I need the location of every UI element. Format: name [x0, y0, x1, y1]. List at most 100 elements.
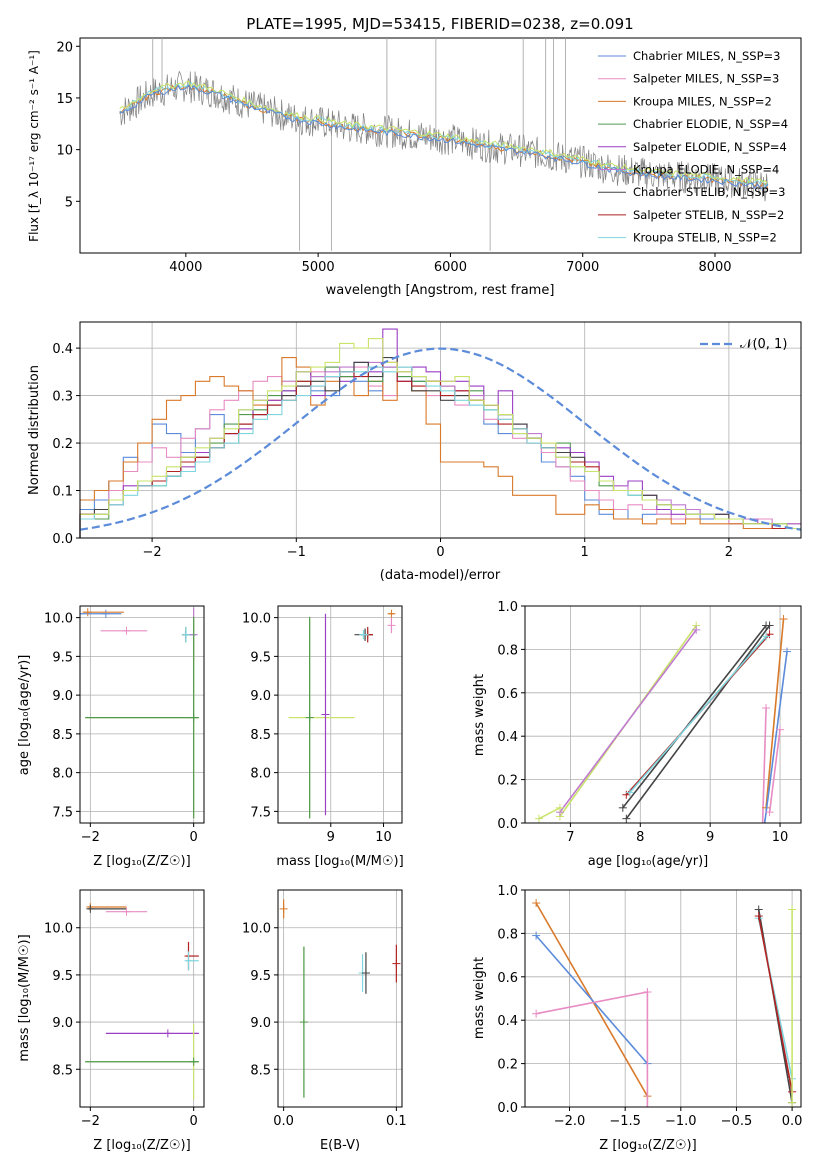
legend-label: Kroupa MILES, N_SSP=2 — [633, 94, 772, 108]
histogram-ylabel: Normed distribution — [27, 365, 42, 495]
y-tick-label: 0.4 — [52, 342, 73, 357]
mZ-xlabel: Z [log₁₀(Z/Z☉)] — [93, 1138, 190, 1153]
x-tick-label: 6000 — [434, 260, 467, 275]
y-tick-label: 0.3 — [52, 390, 73, 405]
y-tick-label: 9.0 — [250, 689, 271, 704]
x-tick-label: 5000 — [302, 260, 335, 275]
wAge-ylabel: mass weight — [472, 674, 487, 756]
y-tick-label: 7.5 — [52, 805, 73, 820]
x-tick-label: −0.5 — [721, 1114, 753, 1129]
legend-label: Salpeter STELIB, N_SSP=2 — [633, 208, 784, 222]
spectrum-title: PLATE=1995, MJD=53415, FIBERID=0238, z=0… — [246, 15, 633, 33]
histogram-legend: 𝒩(0, 1) — [700, 337, 787, 352]
wAge-xlabel: age [log₁₀(age/yr)] — [588, 854, 709, 869]
y-tick-label: 8.0 — [52, 767, 73, 782]
y-tick-label: 1.0 — [497, 600, 518, 615]
y-tick-label: 0.2 — [497, 774, 518, 789]
y-tick-label: 1.0 — [497, 884, 518, 899]
y-tick-label: 9.0 — [250, 1016, 271, 1031]
legend-label: Kroupa ELODIE, N_SSP=4 — [633, 163, 779, 177]
x-tick-label: 2 — [725, 545, 733, 560]
panel-marks — [85, 902, 199, 1100]
spectrum-ylabel: Flux [f_λ 10⁻¹⁷ erg cm⁻² s⁻¹ A⁻¹] — [27, 50, 41, 242]
y-tick-label: 8.5 — [52, 728, 73, 743]
x-tick-label: 0 — [190, 1114, 198, 1129]
x-tick-label: 0.1 — [386, 1114, 407, 1129]
y-tick-label: 0.4 — [497, 730, 518, 745]
legend-label: Salpeter MILES, N_SSP=3 — [633, 72, 779, 86]
mE-panel: 0.0 0.1 8.5 9.0 9.5 10.0 — [242, 889, 407, 1129]
weight-line — [625, 625, 771, 820]
x-tick-label: 4000 — [169, 260, 202, 275]
x-tick-label: 10 — [375, 830, 392, 845]
y-tick-label: 0.1 — [52, 485, 73, 500]
panel-marks — [534, 615, 792, 823]
model-spectrum — [119, 84, 769, 190]
y-tick-label: 0.8 — [497, 643, 518, 658]
wAge-frame — [524, 605, 802, 824]
y-tick-label: 8.5 — [52, 1063, 73, 1078]
y-tick-label: 7.5 — [250, 805, 271, 820]
y-tick-label: 0.0 — [497, 817, 518, 832]
spectrum-series — [119, 38, 769, 251]
legend-label: Chabrier ELODIE, N_SSP=4 — [633, 117, 788, 131]
x-tick-label: 8000 — [698, 260, 731, 275]
x-tick-label: 7 — [566, 830, 574, 845]
x-tick-label: −2 — [81, 1114, 100, 1129]
x-tick-label: 0.0 — [273, 1114, 294, 1129]
normal-curve — [79, 347, 802, 531]
y-tick-label: 8.0 — [250, 767, 271, 782]
y-tick-label: 10.0 — [44, 612, 73, 627]
y-tick-label: 0.0 — [52, 532, 73, 547]
weight-line — [535, 935, 649, 1065]
y-tick-label: 15 — [56, 92, 73, 107]
histogram-xlabel: (data-model)/error — [380, 568, 501, 583]
mZ-frame — [79, 889, 205, 1108]
y-tick-label: 8.5 — [250, 1063, 271, 1078]
x-tick-label: −2 — [81, 830, 100, 845]
y-tick-label: 5 — [65, 195, 73, 210]
ageM-frame — [277, 605, 403, 824]
weight-line — [765, 618, 785, 808]
panel-marks — [279, 899, 401, 1098]
x-tick-label: 1 — [581, 545, 589, 560]
mZ-panel: −2 0 8.5 9.0 9.5 10.0 — [44, 889, 205, 1129]
legend-label: Chabrier STELIB, N_SSP=3 — [633, 185, 785, 199]
ageZ-ylabel: age [log₁₀(age/yr)] — [17, 655, 32, 776]
y-tick-label: 0.4 — [497, 1014, 518, 1029]
weight-line — [768, 729, 781, 813]
x-tick-label: 0 — [190, 830, 198, 845]
spectrum-plot: Chabrier MILES, N_SSP=3 Salpeter MILES, N… — [27, 37, 802, 298]
wZ-ylabel: mass weight — [472, 957, 487, 1039]
wZ-xlabel: Z [log₁₀(Z/Z☉)] — [599, 1138, 696, 1153]
x-tick-label: −1.0 — [665, 1114, 697, 1129]
x-tick-label: 8 — [636, 830, 644, 845]
histogram-step — [79, 338, 801, 538]
weight-line — [622, 625, 767, 809]
y-tick-label: 9.0 — [52, 1016, 73, 1031]
weight-line — [535, 991, 648, 1015]
x-tick-label: −1.5 — [609, 1114, 641, 1129]
legend-label: Kroupa STELIB, N_SSP=2 — [633, 231, 777, 245]
x-tick-label: 0.0 — [782, 1114, 803, 1129]
x-tick-label: 9 — [706, 830, 714, 845]
x-tick-label: 10 — [772, 830, 789, 845]
x-tick-label: −2.0 — [554, 1114, 586, 1129]
x-tick-label: −2 — [143, 545, 162, 560]
y-tick-label: 0.2 — [497, 1058, 518, 1073]
y-tick-label: 9.5 — [52, 650, 73, 665]
x-tick-label: −1 — [287, 545, 306, 560]
x-tick-label: 9 — [327, 830, 335, 845]
y-tick-label: 8.5 — [250, 728, 271, 743]
mE-xlabel: E(B-V) — [320, 1138, 360, 1153]
panel-marks — [80, 607, 199, 819]
y-tick-label: 10 — [56, 144, 73, 159]
wZ-panel: −2.0 −1.5 −1.0 −0.5 0.0 0.0 0.2 0.4 0.6 0.8 1.0 — [497, 884, 802, 1129]
y-tick-label: 0.0 — [497, 1101, 518, 1116]
x-tick-label: 0 — [436, 545, 444, 560]
panel-marks — [532, 899, 797, 1107]
histogram-plot: 𝒩(0, 1) −2 −1 0 1 2 0.0 0.1 0.2 0.3 0.4 (data-mo… — [27, 321, 802, 583]
legend-label: Salpeter ELODIE, N_SSP=4 — [633, 140, 787, 154]
weight-line — [538, 807, 561, 820]
